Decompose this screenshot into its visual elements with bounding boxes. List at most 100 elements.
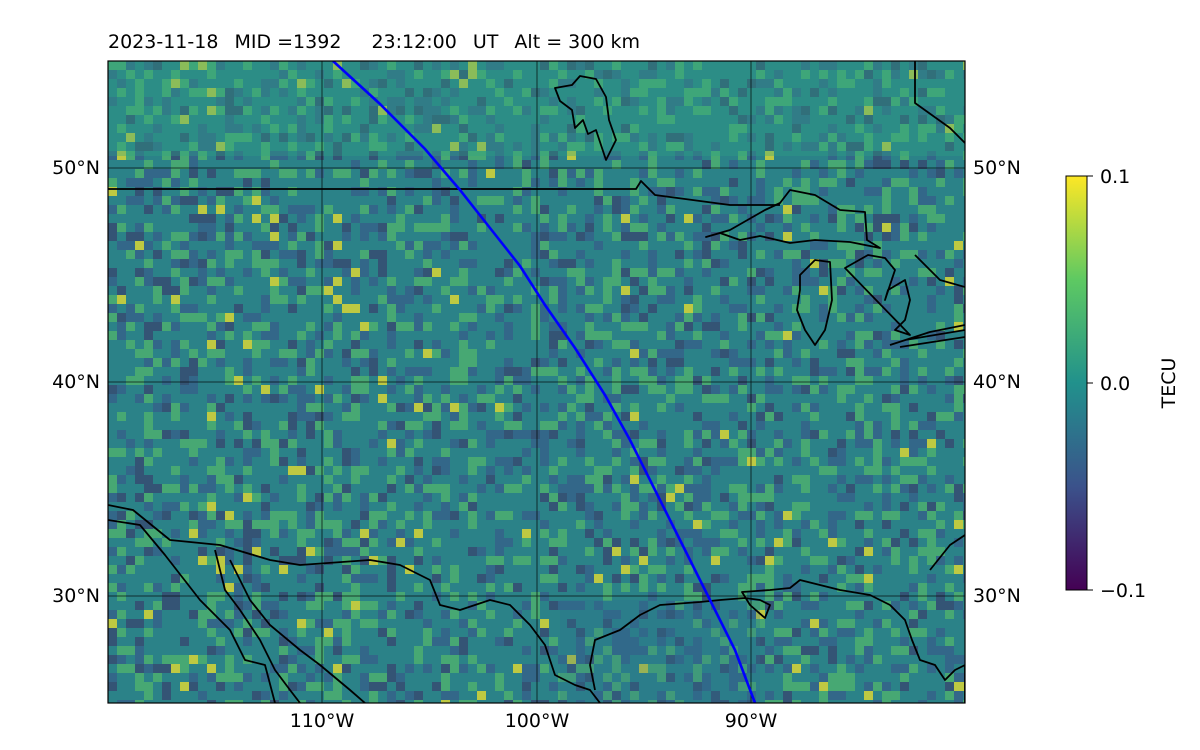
- tec-cell: [702, 493, 711, 502]
- tec-cell: [891, 430, 900, 439]
- tec-cell: [378, 187, 387, 196]
- tec-cell: [270, 520, 279, 529]
- tec-cell: [738, 502, 747, 511]
- tec-cell: [531, 205, 540, 214]
- tec-cell: [477, 628, 486, 637]
- tec-cell: [279, 628, 288, 637]
- tec-cell: [630, 574, 639, 583]
- tec-cell: [126, 115, 135, 124]
- tec-cell: [315, 682, 324, 691]
- satellite-track: [332, 61, 757, 703]
- tec-cell: [135, 664, 144, 673]
- tec-cell: [540, 628, 549, 637]
- tec-cell: [486, 196, 495, 205]
- tec-cell: [378, 223, 387, 232]
- tec-cell: [666, 538, 675, 547]
- tec-cell: [882, 457, 891, 466]
- tec-cell: [621, 502, 630, 511]
- tec-cell: [639, 574, 648, 583]
- tec-cell: [864, 160, 873, 169]
- tec-cell: [279, 70, 288, 79]
- tec-cell: [684, 241, 693, 250]
- tec-cell: [855, 565, 864, 574]
- tec-cell: [351, 349, 360, 358]
- tec-cell: [738, 484, 747, 493]
- tec-cell: [189, 367, 198, 376]
- tec-cell: [882, 502, 891, 511]
- tec-cell: [675, 268, 684, 277]
- tec-cell: [621, 340, 630, 349]
- tec-cell: [270, 511, 279, 520]
- tec-cell: [225, 115, 234, 124]
- tec-cell: [306, 700, 315, 703]
- tec-cell: [675, 133, 684, 142]
- tec-cell: [261, 178, 270, 187]
- tec-cell: [846, 430, 855, 439]
- tec-cell: [450, 403, 459, 412]
- tec-cell: [549, 565, 558, 574]
- tec-cell: [693, 655, 702, 664]
- tec-cell: [585, 403, 594, 412]
- tec-cell: [657, 637, 666, 646]
- tec-cell: [612, 547, 621, 556]
- tec-cell: [783, 223, 792, 232]
- tec-cell: [630, 682, 639, 691]
- tec-cell: [810, 403, 819, 412]
- tec-cell: [576, 178, 585, 187]
- tec-cell: [189, 520, 198, 529]
- tec-cell: [360, 673, 369, 682]
- tec-cell: [135, 232, 144, 241]
- tec-cell: [378, 295, 387, 304]
- tec-cell: [936, 547, 945, 556]
- tec-cell: [567, 475, 576, 484]
- tec-cell: [747, 511, 756, 520]
- tec-cell: [702, 547, 711, 556]
- tec-cell: [648, 457, 657, 466]
- tec-cell: [252, 529, 261, 538]
- tec-cell: [180, 250, 189, 259]
- tec-cell: [135, 700, 144, 703]
- tec-cell: [963, 349, 965, 358]
- tec-cell: [396, 79, 405, 88]
- tec-cell: [162, 394, 171, 403]
- tec-cell: [630, 223, 639, 232]
- tec-cell: [540, 520, 549, 529]
- tec-cell: [729, 484, 738, 493]
- tec-cell: [369, 151, 378, 160]
- tec-cell: [405, 133, 414, 142]
- tec-cell: [234, 205, 243, 214]
- tec-cell: [567, 619, 576, 628]
- tec-cell: [612, 97, 621, 106]
- tec-cell: [297, 457, 306, 466]
- tec-cell: [711, 322, 720, 331]
- tec-cell: [828, 655, 837, 664]
- tec-cell: [558, 691, 567, 700]
- tec-cell: [459, 349, 468, 358]
- tec-cell: [855, 403, 864, 412]
- tec-cell: [819, 691, 828, 700]
- tec-cell: [621, 196, 630, 205]
- tec-cell: [558, 673, 567, 682]
- tec-cell: [333, 259, 342, 268]
- tec-cell: [135, 376, 144, 385]
- tec-cell: [657, 403, 666, 412]
- tec-cell: [549, 232, 558, 241]
- tec-cell: [765, 151, 774, 160]
- tec-cell: [225, 232, 234, 241]
- tec-cell: [180, 313, 189, 322]
- tec-cell: [720, 574, 729, 583]
- tec-cell: [936, 331, 945, 340]
- tec-cell: [837, 394, 846, 403]
- tec-cell: [801, 178, 810, 187]
- tec-cell: [225, 241, 234, 250]
- tec-cell: [657, 493, 666, 502]
- tec-cell: [783, 691, 792, 700]
- tec-cell: [378, 457, 387, 466]
- tec-cell: [792, 331, 801, 340]
- tec-cell: [864, 268, 873, 277]
- tec-cell: [108, 673, 117, 682]
- tec-cell: [324, 376, 333, 385]
- tec-cell: [423, 475, 432, 484]
- tec-cell: [315, 664, 324, 673]
- tec-cell: [369, 349, 378, 358]
